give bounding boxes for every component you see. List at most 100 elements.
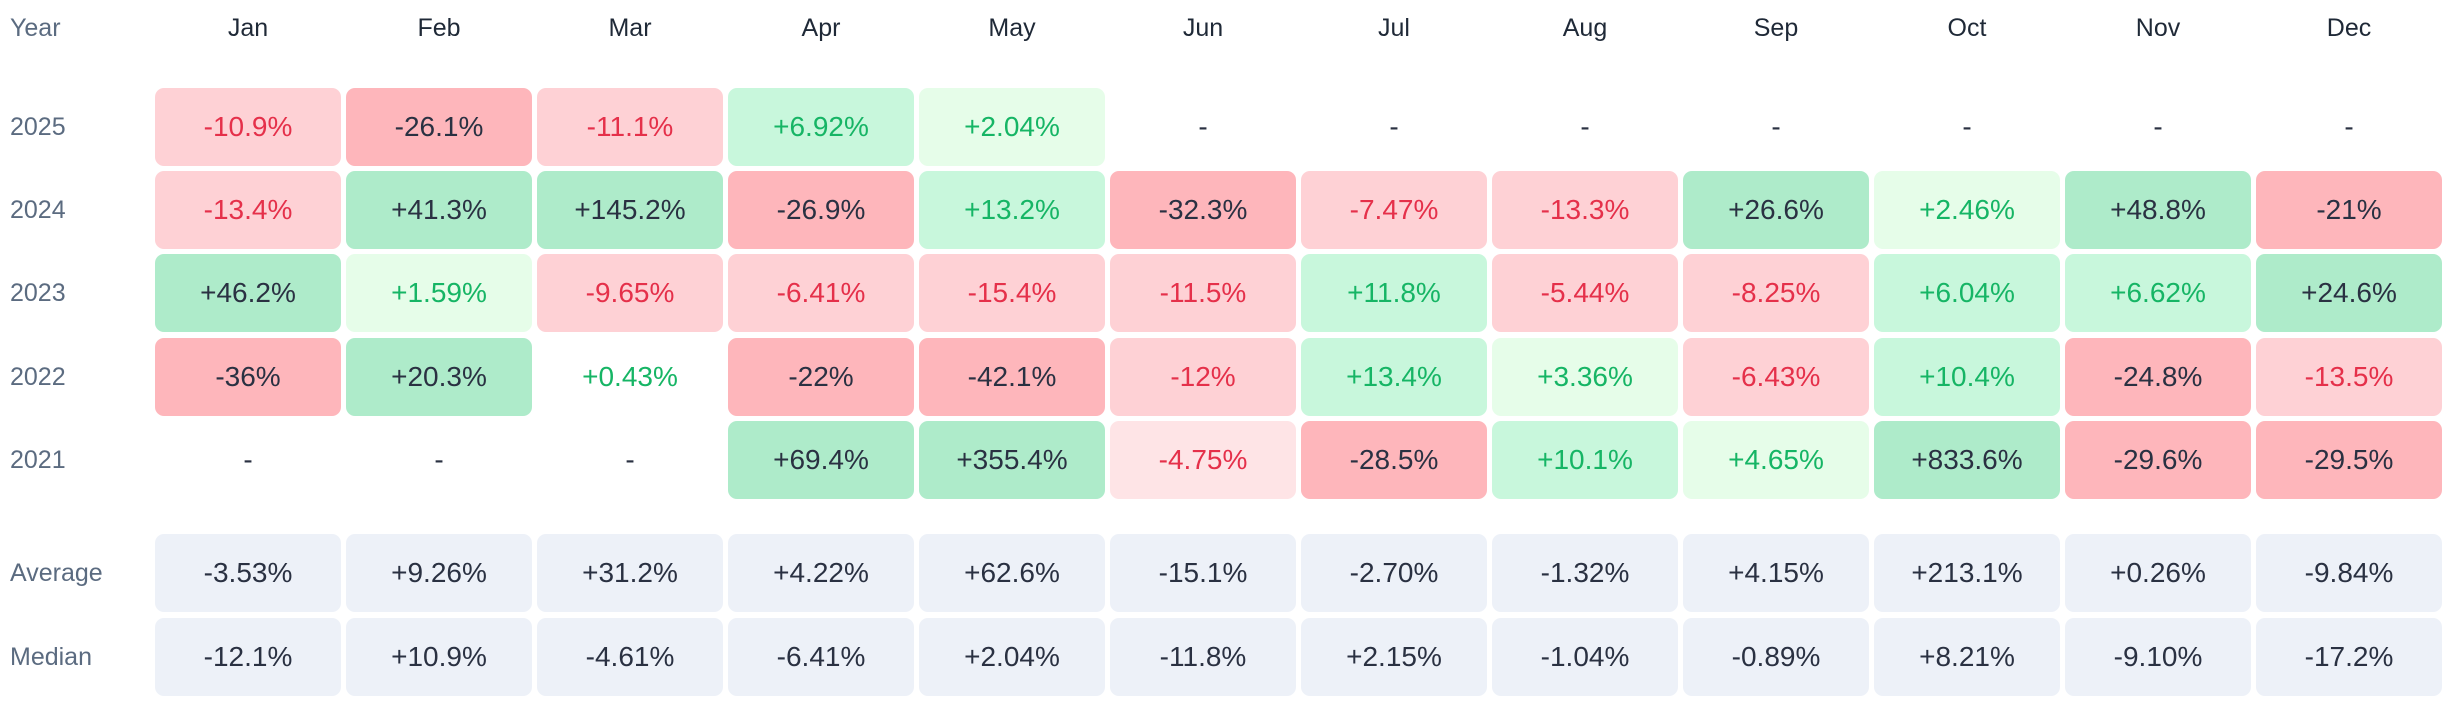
heatmap-cell-2022-apr: -22%	[728, 338, 914, 416]
heatmap-cell-2021-feb: -	[434, 444, 444, 475]
average-cell-jul: -2.70%	[1301, 534, 1487, 612]
heatmap-cell-2023-jun: -11.5%	[1110, 254, 1296, 332]
row-label-2024: 2024	[10, 196, 66, 224]
heatmap-cell-2021-apr: +69.4%	[728, 421, 914, 499]
heatmap-cell-2025-oct: -	[1962, 111, 1972, 142]
heatmap-cell-2021-oct: +833.6%	[1874, 421, 2060, 499]
heatmap-cell-2024-may: +13.2%	[919, 171, 1105, 249]
heatmap-cell-2022-oct: +10.4%	[1874, 338, 2060, 416]
row-label-2023: 2023	[10, 279, 66, 307]
heatmap-cell-2021-jun: -4.75%	[1110, 421, 1296, 499]
heatmap-cell-2025-nov: -	[2153, 111, 2163, 142]
month-header-jun: Jun	[1182, 14, 1224, 42]
median-cell-mar: -4.61%	[537, 618, 723, 696]
month-header-jul: Jul	[1378, 14, 1410, 42]
month-header-feb: Feb	[417, 14, 461, 42]
heatmap-cell-2025-jun: -	[1198, 111, 1208, 142]
heatmap-cell-2023-mar: -9.65%	[537, 254, 723, 332]
heatmap-cell-2023-may: -15.4%	[919, 254, 1105, 332]
median-cell-feb: +10.9%	[346, 618, 532, 696]
heatmap-cell-2021-dec: -29.5%	[2256, 421, 2442, 499]
row-label-2021: 2021	[10, 446, 66, 474]
heatmap-cell-2024-sep: +26.6%	[1683, 171, 1869, 249]
heatmap-cell-2022-sep: -6.43%	[1683, 338, 1869, 416]
median-cell-oct: +8.21%	[1874, 618, 2060, 696]
row-label-2022: 2022	[10, 363, 66, 391]
month-header-sep: Sep	[1753, 14, 1799, 42]
month-header-apr: Apr	[801, 14, 841, 42]
heatmap-cell-2023-feb: +1.59%	[346, 254, 532, 332]
month-header-nov: Nov	[2135, 14, 2181, 42]
median-cell-jun: -11.8%	[1110, 618, 1296, 696]
median-cell-nov: -9.10%	[2065, 618, 2251, 696]
month-header-may: May	[988, 14, 1036, 42]
month-header-jan: Jan	[227, 14, 269, 42]
heatmap-cell-2021-jul: -28.5%	[1301, 421, 1487, 499]
heatmap-cell-2022-jun: -12%	[1110, 338, 1296, 416]
heatmap-cell-2024-feb: +41.3%	[346, 171, 532, 249]
heatmap-cell-2024-dec: -21%	[2256, 171, 2442, 249]
heatmap-cell-2021-jan: -	[243, 444, 253, 475]
heatmap-cell-2025-feb: -26.1%	[346, 88, 532, 166]
heatmap-cell-2022-nov: -24.8%	[2065, 338, 2251, 416]
heatmap-cell-2021-mar: -	[625, 444, 635, 475]
average-cell-mar: +31.2%	[537, 534, 723, 612]
heatmap-cell-2023-jul: +11.8%	[1301, 254, 1487, 332]
month-header-oct: Oct	[1947, 14, 1987, 42]
heatmap-cell-2022-feb: +20.3%	[346, 338, 532, 416]
median-cell-apr: -6.41%	[728, 618, 914, 696]
average-cell-apr: +4.22%	[728, 534, 914, 612]
median-cell-jan: -12.1%	[155, 618, 341, 696]
heatmap-cell-2024-jul: -7.47%	[1301, 171, 1487, 249]
heatmap-cell-2023-nov: +6.62%	[2065, 254, 2251, 332]
heatmap-cell-2025-apr: +6.92%	[728, 88, 914, 166]
heatmap-cell-2025-mar: -11.1%	[537, 88, 723, 166]
heatmap-cell-2025-sep: -	[1771, 111, 1781, 142]
heatmap-cell-2024-oct: +2.46%	[1874, 171, 2060, 249]
heatmap-cell-2024-jan: -13.4%	[155, 171, 341, 249]
heatmap-cell-2025-dec: -	[2344, 111, 2354, 142]
month-header-mar: Mar	[608, 14, 652, 42]
average-cell-sep: +4.15%	[1683, 534, 1869, 612]
month-header-dec: Dec	[2326, 14, 2372, 42]
average-cell-dec: -9.84%	[2256, 534, 2442, 612]
row-label-2025: 2025	[10, 113, 66, 141]
median-cell-jul: +2.15%	[1301, 618, 1487, 696]
average-cell-jun: -15.1%	[1110, 534, 1296, 612]
heatmap-cell-2024-jun: -32.3%	[1110, 171, 1296, 249]
heatmap-cell-2025-aug: -	[1580, 111, 1590, 142]
heatmap-cell-2023-dec: +24.6%	[2256, 254, 2442, 332]
heatmap-cell-2023-oct: +6.04%	[1874, 254, 2060, 332]
heatmap-cell-2023-aug: -5.44%	[1492, 254, 1678, 332]
heatmap-cell-2021-nov: -29.6%	[2065, 421, 2251, 499]
heatmap-cell-2022-may: -42.1%	[919, 338, 1105, 416]
heatmap-cell-2023-apr: -6.41%	[728, 254, 914, 332]
median-cell-may: +2.04%	[919, 618, 1105, 696]
median-cell-sep: -0.89%	[1683, 618, 1869, 696]
heatmap-cell-2024-nov: +48.8%	[2065, 171, 2251, 249]
heatmap-cell-2021-may: +355.4%	[919, 421, 1105, 499]
average-cell-aug: -1.32%	[1492, 534, 1678, 612]
heatmap-cell-2024-mar: +145.2%	[537, 171, 723, 249]
heatmap-cell-2024-aug: -13.3%	[1492, 171, 1678, 249]
average-cell-jan: -3.53%	[155, 534, 341, 612]
heatmap-cell-2022-aug: +3.36%	[1492, 338, 1678, 416]
average-cell-may: +62.6%	[919, 534, 1105, 612]
median-cell-dec: -17.2%	[2256, 618, 2442, 696]
heatmap-cell-2025-jul: -	[1389, 111, 1399, 142]
average-cell-oct: +213.1%	[1874, 534, 2060, 612]
heatmap-cell-2025-may: +2.04%	[919, 88, 1105, 166]
heatmap-cell-2023-sep: -8.25%	[1683, 254, 1869, 332]
heatmap-cell-2024-apr: -26.9%	[728, 171, 914, 249]
row-label-average: Average	[10, 559, 103, 587]
year-column-header: Year	[10, 14, 61, 42]
row-label-median: Median	[10, 643, 92, 671]
month-header-aug: Aug	[1562, 14, 1608, 42]
heatmap-cell-2022-mar: +0.43%	[582, 361, 678, 392]
heatmap-cell-2021-aug: +10.1%	[1492, 421, 1678, 499]
median-cell-aug: -1.04%	[1492, 618, 1678, 696]
average-cell-feb: +9.26%	[346, 534, 532, 612]
heatmap-cell-2023-jan: +46.2%	[155, 254, 341, 332]
heatmap-cell-2021-sep: +4.65%	[1683, 421, 1869, 499]
